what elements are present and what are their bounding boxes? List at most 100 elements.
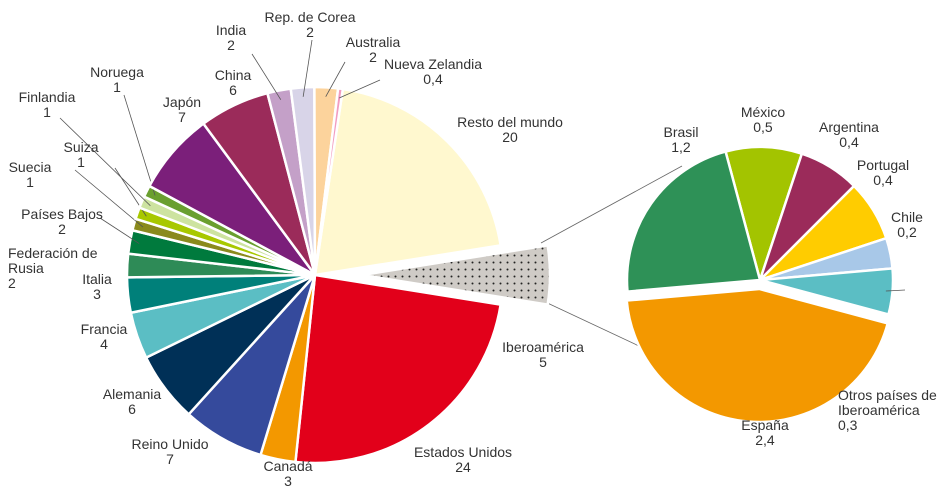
category-name: Suecia — [8, 159, 52, 175]
category-name: Estados Unidos — [413, 444, 513, 460]
category-name: México — [740, 104, 786, 120]
pie-slice — [294, 273, 503, 465]
category-name: Portugal — [856, 157, 910, 173]
value-label: 2 — [227, 37, 235, 53]
connector-line — [540, 165, 683, 244]
category-name: Canadá — [263, 458, 313, 474]
value-label: 20 — [502, 129, 518, 145]
slice-label: Australia 2 — [346, 35, 400, 65]
category-name: Rep. de Corea — [264, 9, 356, 25]
category-name: Noruega — [90, 64, 144, 80]
slice-label: Canadá 3 — [263, 459, 312, 486]
pie-slice — [625, 150, 762, 293]
pie-slice — [361, 243, 552, 307]
category-name: Brasil — [663, 124, 699, 140]
category-name: Alemania — [102, 386, 162, 402]
slice-label: Suecia 1 — [9, 160, 52, 190]
leader-line — [885, 289, 906, 292]
slice-label: Otros países de Iberoamérica 0,3 — [838, 388, 938, 433]
category-name: Suiza — [63, 139, 99, 155]
value-label: 7 — [166, 451, 174, 467]
value-label: 0,3 — [838, 417, 858, 433]
value-label: 1 — [26, 174, 34, 190]
slice-label: Francia 4 — [81, 322, 128, 352]
category-name: Países Bajos — [21, 206, 103, 222]
value-label: 3 — [284, 473, 292, 486]
slice-label: Noruega 1 — [90, 65, 144, 95]
category-name: Chile — [891, 209, 923, 225]
leader-line — [302, 39, 313, 97]
slice-label: Japón 7 — [163, 95, 201, 125]
category-name: España — [741, 417, 789, 433]
category-name: China — [214, 67, 252, 83]
value-label: 2,4 — [755, 432, 775, 448]
category-name: Resto del mundo — [457, 114, 563, 130]
value-label: 0,5 — [753, 119, 773, 135]
value-label: 2 — [306, 24, 314, 40]
slice-label: Estados Unidos 24 — [414, 445, 512, 475]
slice-label: Suiza 1 — [63, 140, 98, 170]
pie-slice — [724, 145, 804, 285]
category-name: India — [215, 22, 247, 38]
leader-line — [99, 217, 140, 244]
slice-label: Resto del mundo 20 — [457, 115, 563, 145]
pie-slice — [759, 267, 895, 316]
pie-slice — [313, 87, 345, 276]
leader-line — [325, 61, 346, 97]
leader-line — [74, 169, 144, 228]
slice-label: Rep. de Corea 2 — [264, 10, 355, 40]
value-label: 0,4 — [873, 172, 893, 188]
pie-slice — [313, 87, 503, 277]
category-name: Iberoamérica — [502, 339, 584, 355]
category-name: Australia — [345, 34, 401, 50]
value-label: 1 — [43, 104, 51, 120]
slice-label: China 6 — [215, 68, 252, 98]
slice-label: México 0,5 — [741, 105, 785, 135]
category-name: Japón — [162, 94, 202, 110]
category-name: Otros países de Iberoamérica — [838, 387, 937, 418]
leader-line — [59, 117, 151, 207]
value-label: 0,2 — [897, 224, 917, 240]
slice-label: Iberoamérica 5 — [502, 340, 584, 370]
slice-label: España 2,4 — [741, 418, 788, 448]
value-label: 24 — [455, 459, 471, 475]
slice-label: Argentina 0,4 — [819, 120, 879, 150]
value-label: 2 — [8, 275, 16, 291]
value-label: 1 — [77, 154, 85, 170]
value-label: 0,4 — [423, 71, 443, 87]
value-label: 5 — [539, 354, 547, 370]
value-label: 7 — [178, 109, 186, 125]
slice-label: Italia 3 — [82, 272, 112, 302]
category-name: Reino Unido — [131, 436, 209, 452]
value-label: 2 — [369, 49, 377, 65]
value-label: 0,4 — [839, 134, 859, 150]
slice-label: Portugal 0,4 — [857, 158, 909, 188]
slice-label: Alemania 6 — [103, 387, 161, 417]
value-label: 6 — [128, 401, 136, 417]
category-name: Federación de Rusia — [8, 245, 98, 276]
value-label: 4 — [100, 336, 108, 352]
slice-label: Chile 0,2 — [891, 210, 923, 240]
value-label: 1 — [113, 79, 121, 95]
category-name: Italia — [82, 271, 112, 287]
value-label: 2 — [58, 221, 66, 237]
slice-label: Brasil 1,2 — [663, 125, 698, 155]
slice-label: Federación de Rusia 2 — [8, 246, 98, 291]
pie-slice — [625, 287, 890, 424]
value-label: 3 — [93, 286, 101, 302]
slice-label: Finlandia 1 — [19, 90, 76, 120]
value-label: 1,2 — [671, 139, 691, 155]
category-name: Francia — [80, 321, 128, 337]
leader-line — [251, 53, 282, 100]
slice-label: Países Bajos 2 — [21, 207, 103, 237]
category-name: Finlandia — [18, 89, 76, 105]
slice-label: Reino Unido 7 — [131, 437, 208, 467]
slice-label: India 2 — [216, 23, 246, 53]
value-label: 6 — [229, 82, 237, 98]
leader-line — [339, 79, 381, 99]
leader-line — [123, 94, 156, 196]
slice-label: Nueva Zelandia 0,4 — [384, 57, 482, 87]
category-name: Nueva Zelandia — [383, 56, 483, 72]
